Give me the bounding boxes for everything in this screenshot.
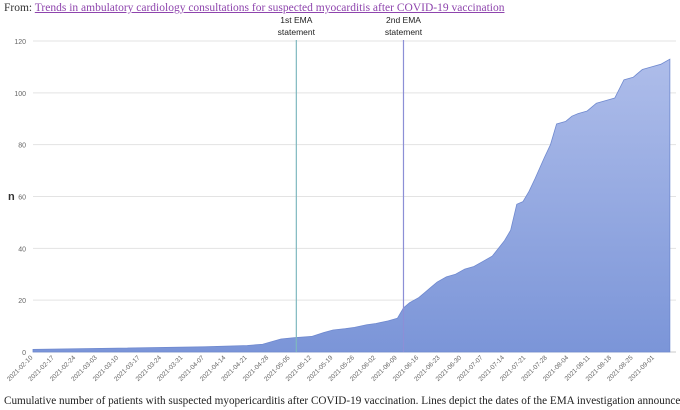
y-axis-label: n — [8, 191, 15, 203]
y-tick-label: 80 — [18, 143, 26, 150]
x-axis-tick-labels: 2021-02-102021-02-172021-02-242021-03-03… — [6, 354, 656, 383]
area-series — [32, 58, 671, 353]
y-tick-label: 40 — [18, 246, 26, 253]
y-tick-label: 60 — [18, 195, 26, 202]
source-reference: From: Trends in ambulatory cardiology co… — [4, 2, 504, 14]
figure-caption: Cumulative number of patients with suspe… — [4, 395, 680, 407]
y-tick-label: 120 — [14, 39, 26, 46]
ema-annotation-line2: statement — [278, 27, 316, 37]
ema-annotation-line1: 1st EMA — [280, 15, 312, 25]
cumulative-cases-chart: 1st EMA statement 2nd EMA statement 0 20 40 60… — [6, 15, 676, 383]
y-tick-label: 20 — [18, 298, 26, 305]
ema-annotations: 1st EMA statement 2nd EMA statement — [278, 15, 423, 352]
article-link[interactable]: Trends in ambulatory cardiology consulta… — [34, 2, 505, 14]
from-label: From: — [4, 2, 33, 14]
y-axis-tick-labels: 0 20 40 60 80 100 120 — [14, 39, 26, 357]
ema-annotation-line1: 2nd EMA — [386, 15, 421, 25]
y-tick-label: 100 — [14, 91, 26, 98]
y-tick-label: 0 — [22, 350, 26, 357]
area-series-shape — [32, 58, 671, 353]
ema-annotation-line2: statement — [385, 27, 423, 37]
